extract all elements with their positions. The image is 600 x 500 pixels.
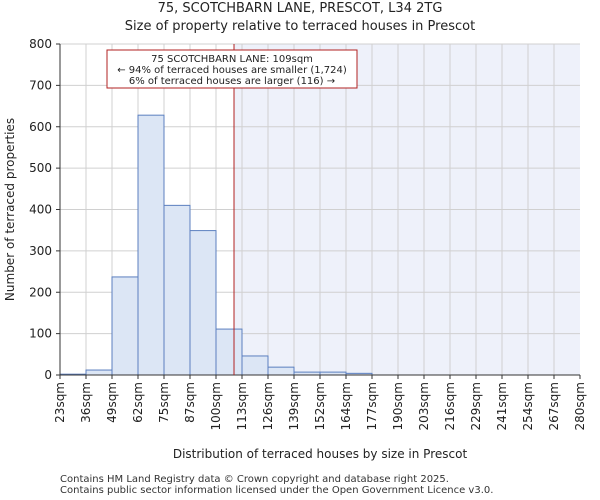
x-tick-label: 126sqm: [261, 382, 275, 430]
histogram-bar: [163, 204, 191, 376]
x-tick-label: 203sqm: [417, 382, 431, 430]
x-tick-label: 164sqm: [339, 382, 353, 430]
histogram-bar: [215, 328, 243, 376]
footer-copyright: Contains HM Land Registry data © Crown c…: [60, 474, 449, 485]
annotation-line: 75 SCOTCHBARN LANE: 109sqm: [151, 54, 313, 65]
x-tick-label: 280sqm: [573, 382, 587, 430]
histogram-bar: [111, 276, 139, 376]
y-tick-label: 500: [29, 161, 52, 175]
x-tick-label: 49sqm: [105, 382, 119, 423]
histogram-bar: [267, 366, 295, 376]
x-tick-label: 190sqm: [391, 382, 405, 430]
x-tick-label: 241sqm: [495, 382, 509, 430]
x-tick-label: 139sqm: [287, 382, 301, 430]
y-tick-label: 600: [29, 120, 52, 134]
chart-title: 75, SCOTCHBARN LANE, PRESCOT, L34 2TG: [157, 1, 443, 16]
annotation-box: [106, 49, 358, 89]
x-tick-label: 87sqm: [183, 382, 197, 423]
histogram-chart: 0 100 200 300 400 500 600 700 800 23sqm 36sqm 49sqm…: [3, 37, 587, 461]
annotation-line: ← 94% of terraced houses are smaller (1,…: [117, 65, 347, 76]
y-tick-label: 700: [29, 78, 52, 92]
x-tick-label: 100sqm: [209, 382, 223, 430]
y-tick-label: 400: [29, 203, 52, 217]
y-tick-label: 800: [29, 37, 52, 51]
x-tick-label: 113sqm: [235, 382, 249, 430]
x-tick-label: 177sqm: [365, 382, 379, 430]
y-tick-label: 300: [29, 244, 52, 258]
x-tick-label: 267sqm: [547, 382, 561, 430]
x-tick-label: 36sqm: [79, 382, 93, 423]
chart-subtitle: Size of property relative to terraced ho…: [124, 19, 476, 34]
histogram-bar: [137, 114, 165, 376]
x-tick-label: 229sqm: [469, 382, 483, 430]
histogram-bar: [85, 369, 113, 376]
y-tick-label: 200: [29, 285, 52, 299]
x-tick-label: 23sqm: [53, 382, 67, 423]
y-tick-label: 0: [44, 368, 52, 382]
y-axis-title: Number of terraced properties: [3, 118, 17, 301]
x-tick-label: 152sqm: [313, 382, 327, 430]
x-tick-label: 62sqm: [131, 382, 145, 423]
x-tick-label: 75sqm: [157, 382, 171, 423]
histogram-bar: [189, 230, 217, 376]
x-tick-label: 216sqm: [443, 382, 457, 430]
histogram-bar: [241, 355, 269, 376]
annotation-line: 6% of terraced houses are larger (116) →: [129, 76, 335, 87]
x-tick-label: 254sqm: [521, 382, 535, 430]
x-axis-title: Distribution of terraced houses by size …: [173, 447, 468, 461]
footer-licence: Contains public sector information licen…: [60, 485, 494, 496]
y-tick-label: 100: [29, 327, 52, 341]
